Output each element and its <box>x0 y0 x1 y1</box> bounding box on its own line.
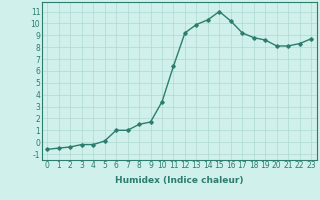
X-axis label: Humidex (Indice chaleur): Humidex (Indice chaleur) <box>115 176 244 185</box>
